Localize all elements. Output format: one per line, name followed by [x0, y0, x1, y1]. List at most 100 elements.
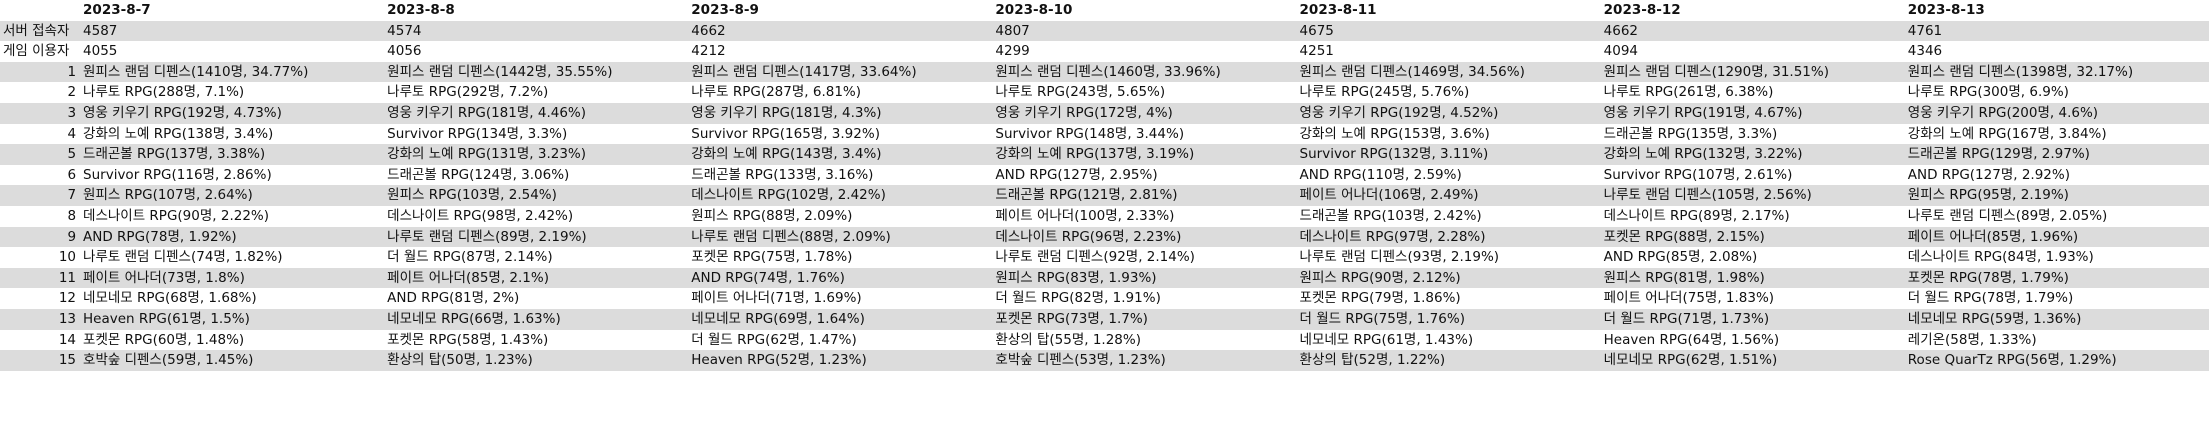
- cell-value: 4761: [1904, 20, 2209, 42]
- game-cell: 강화의 노예 RPG(138명, 3.4%): [83, 125, 274, 142]
- rank-number: 12: [58, 290, 77, 307]
- game-cell: 강화의 노예 RPG(167명, 3.84%): [1907, 125, 2107, 142]
- date-header: 2023-8-9: [688, 0, 993, 21]
- game-cell: 강화의 노예 RPG(153명, 3.6%): [1299, 125, 1490, 142]
- game-cell: AND RPG(85명, 2.08%): [1603, 249, 1758, 266]
- game-cell: 영웅 키우기 RPG(200명, 4.6%): [1904, 102, 2209, 124]
- rank-row: 14 포켓몬 RPG(60명, 1.48%) 포켓몬 RPG(58명, 1.43%)…: [0, 330, 2209, 351]
- game-cell: 영웅 키우기 RPG(192명, 4.52%): [1296, 102, 1601, 124]
- rank-number: 6: [67, 166, 77, 183]
- cell-value: 4675: [1296, 20, 1601, 42]
- game-cell: 원피스 RPG(103명, 2.54%): [384, 185, 689, 206]
- game-cell: 페이트 어나더(106명, 2.49%): [1296, 185, 1601, 206]
- cell-value: 4055: [83, 43, 118, 60]
- cell-value: 4807: [992, 20, 1297, 42]
- game-cell: Survivor RPG(116명, 2.86%): [83, 166, 272, 183]
- game-cell: 나루토 RPG(261명, 6.38%): [1603, 84, 1774, 101]
- game-cell: 포켓몬 RPG(73명, 1.7%): [992, 308, 1297, 330]
- game-cell: 호박숲 디펜스(59명, 1.45%): [80, 350, 385, 371]
- game-cell: 페이트 어나더(100명, 2.33%): [995, 207, 1175, 224]
- game-cell: AND RPG(127명, 2.95%): [995, 166, 1158, 183]
- game-cell: Heaven RPG(64명, 1.56%): [1603, 331, 1780, 348]
- game-cell: 영웅 키우기 RPG(191명, 4.67%): [1600, 102, 1905, 124]
- game-cell: 나루토 랜덤 디펜스(92명, 2.14%): [995, 249, 1195, 266]
- cell-value: 4094: [1603, 43, 1639, 60]
- game-cell: 드래곤볼 RPG(135명, 3.3%): [1603, 125, 1778, 142]
- date-header: 2023-8-11: [1296, 0, 1601, 21]
- game-cell: 네모네모 RPG(62명, 1.51%): [1600, 350, 1905, 371]
- game-cell: Heaven RPG(52명, 1.23%): [688, 350, 993, 371]
- game-cell: 드래곤볼 RPG(121명, 2.81%): [992, 185, 1297, 206]
- game-cell: Survivor RPG(107명, 2.61%): [1603, 166, 1793, 183]
- game-cell: 원피스 RPG(88명, 2.09%): [691, 207, 853, 224]
- game-cell: 드래곤볼 RPG(129명, 2.97%): [1904, 144, 2209, 165]
- cell-value: 4299: [995, 43, 1030, 60]
- game-cell: 나루토 RPG(288명, 7.1%): [83, 84, 245, 101]
- game-cell: 원피스 RPG(83명, 1.93%): [992, 267, 1297, 289]
- rank-row: 13 Heaven RPG(61명, 1.5%) 네모네모 RPG(66명, 1.6…: [0, 308, 2209, 330]
- game-cell: 데스나이트 RPG(84명, 1.93%): [1907, 249, 2094, 266]
- game-cell: 나루토 랜덤 디펜스(105명, 2.56%): [1600, 185, 1905, 206]
- game-cell: 원피스 랜덤 디펜스(1410명, 34.77%): [80, 61, 385, 83]
- game-cell: 페이트 어나더(75명, 1.83%): [1603, 290, 1775, 307]
- rank-number: 15: [0, 350, 81, 371]
- date-header-row: 2023-8-7 2023-8-8 2023-8-9 2023-8-10 202…: [0, 0, 2209, 21]
- game-cell: Survivor RPG(134명, 3.3%): [387, 125, 568, 142]
- rank-number: 14: [58, 331, 77, 348]
- game-cell: 데스나이트 RPG(97명, 2.28%): [1296, 226, 1601, 248]
- game-cell: 원피스 RPG(107명, 2.64%): [80, 185, 385, 206]
- rank-row: 12 네모네모 RPG(68명, 1.68%) AND RPG(81명, 2%) 페이…: [0, 288, 2209, 309]
- cell-value: 4346: [1907, 43, 1943, 60]
- row-label: 게임 이용자: [3, 43, 70, 60]
- rank-row: 4 강화의 노예 RPG(138명, 3.4%) Survivor RPG(134명…: [0, 124, 2209, 145]
- corner-cell: [0, 0, 81, 21]
- date-header: 2023-8-13: [1904, 0, 2209, 21]
- rank-number: 1: [0, 61, 81, 83]
- game-cell: 더 월드 RPG(75명, 1.76%): [1296, 308, 1601, 330]
- cell-value: 4212: [691, 43, 726, 60]
- game-cell: 더 월드 RPG(87명, 2.14%): [387, 249, 553, 266]
- game-cell: 포켓몬 RPG(58명, 1.43%): [387, 331, 549, 348]
- rank-number: 7: [0, 185, 81, 206]
- game-cell: AND RPG(78명, 1.92%): [80, 226, 385, 248]
- rank-number: 9: [0, 226, 81, 248]
- game-cell: 드래곤볼 RPG(124명, 3.06%): [387, 166, 570, 183]
- rank-row: 5 드래곤볼 RPG(137명, 3.38%) 강화의 노예 RPG(131명, 3…: [0, 144, 2209, 165]
- stats-table: 2023-8-7 2023-8-8 2023-8-9 2023-8-10 202…: [0, 0, 2209, 371]
- game-cell: 원피스 RPG(95명, 2.19%): [1904, 185, 2209, 206]
- game-cell: 영웅 키우기 RPG(181명, 4.3%): [688, 102, 993, 124]
- row-label: 서버 접속자: [0, 20, 81, 42]
- game-cell: 페이트 어나더(85명, 2.1%): [384, 267, 689, 289]
- game-cell: 네모네모 RPG(68명, 1.68%): [83, 290, 257, 307]
- game-cell: 나루토 랜덤 디펜스(88명, 2.09%): [688, 226, 993, 248]
- game-cell: 데스나이트 RPG(89명, 2.17%): [1603, 207, 1790, 224]
- game-cell: 더 월드 RPG(71명, 1.73%): [1600, 308, 1905, 330]
- game-cell: 원피스 RPG(90명, 2.12%): [1296, 267, 1601, 289]
- cell-value: 4662: [1600, 20, 1905, 42]
- game-cell: 드래곤볼 RPG(133명, 3.16%): [691, 166, 874, 183]
- cell-value: 4587: [80, 20, 385, 42]
- cell-value: 4662: [688, 20, 993, 42]
- game-cell: AND RPG(74명, 1.76%): [688, 267, 993, 289]
- game-cell: 포켓몬 RPG(79명, 1.86%): [1299, 290, 1461, 307]
- rank-row: 1 원피스 랜덤 디펜스(1410명, 34.77%) 원피스 랜덤 디펜스(144…: [0, 61, 2209, 83]
- game-cell: 나루토 랜덤 디펜스(89명, 2.19%): [384, 226, 689, 248]
- game-cell: 나루토 랜덤 디펜스(93명, 2.19%): [1299, 249, 1500, 266]
- game-cell: 원피스 랜덤 디펜스(1460명, 33.96%): [992, 61, 1297, 83]
- rank-row: 7 원피스 RPG(107명, 2.64%) 원피스 RPG(103명, 2.54%…: [0, 185, 2209, 206]
- date-header: 2023-8-10: [992, 0, 1297, 21]
- game-cell: 원피스 랜덤 디펜스(1469명, 34.56%): [1296, 61, 1601, 83]
- game-cell: 강화의 노예 RPG(143명, 3.4%): [688, 144, 993, 165]
- game-cell: 환상의 탑(55명, 1.28%): [995, 331, 1141, 348]
- game-cell: 페이트 어나더(73명, 1.8%): [80, 267, 385, 289]
- game-cell: 포켓몬 RPG(60명, 1.48%): [83, 331, 245, 348]
- game-cell: 네모네모 RPG(66명, 1.63%): [384, 308, 689, 330]
- rank-row: 8 데스나이트 RPG(90명, 2.22%) 데스나이트 RPG(98명, 2.4…: [0, 206, 2209, 227]
- game-cell: 데스나이트 RPG(102명, 2.42%): [688, 185, 993, 206]
- game-cell: 영웅 키우기 RPG(192명, 4.73%): [80, 102, 385, 124]
- server-users-row: 서버 접속자 4587 4574 4662 4807 4675 4662 476…: [0, 20, 2209, 42]
- game-cell: 네모네모 RPG(69명, 1.64%): [688, 308, 993, 330]
- game-cell: 나루토 랜덤 디펜스(89명, 2.05%): [1907, 207, 2108, 224]
- game-cell: AND RPG(127명, 2.92%): [1907, 166, 2070, 183]
- rank-number: 8: [67, 207, 77, 224]
